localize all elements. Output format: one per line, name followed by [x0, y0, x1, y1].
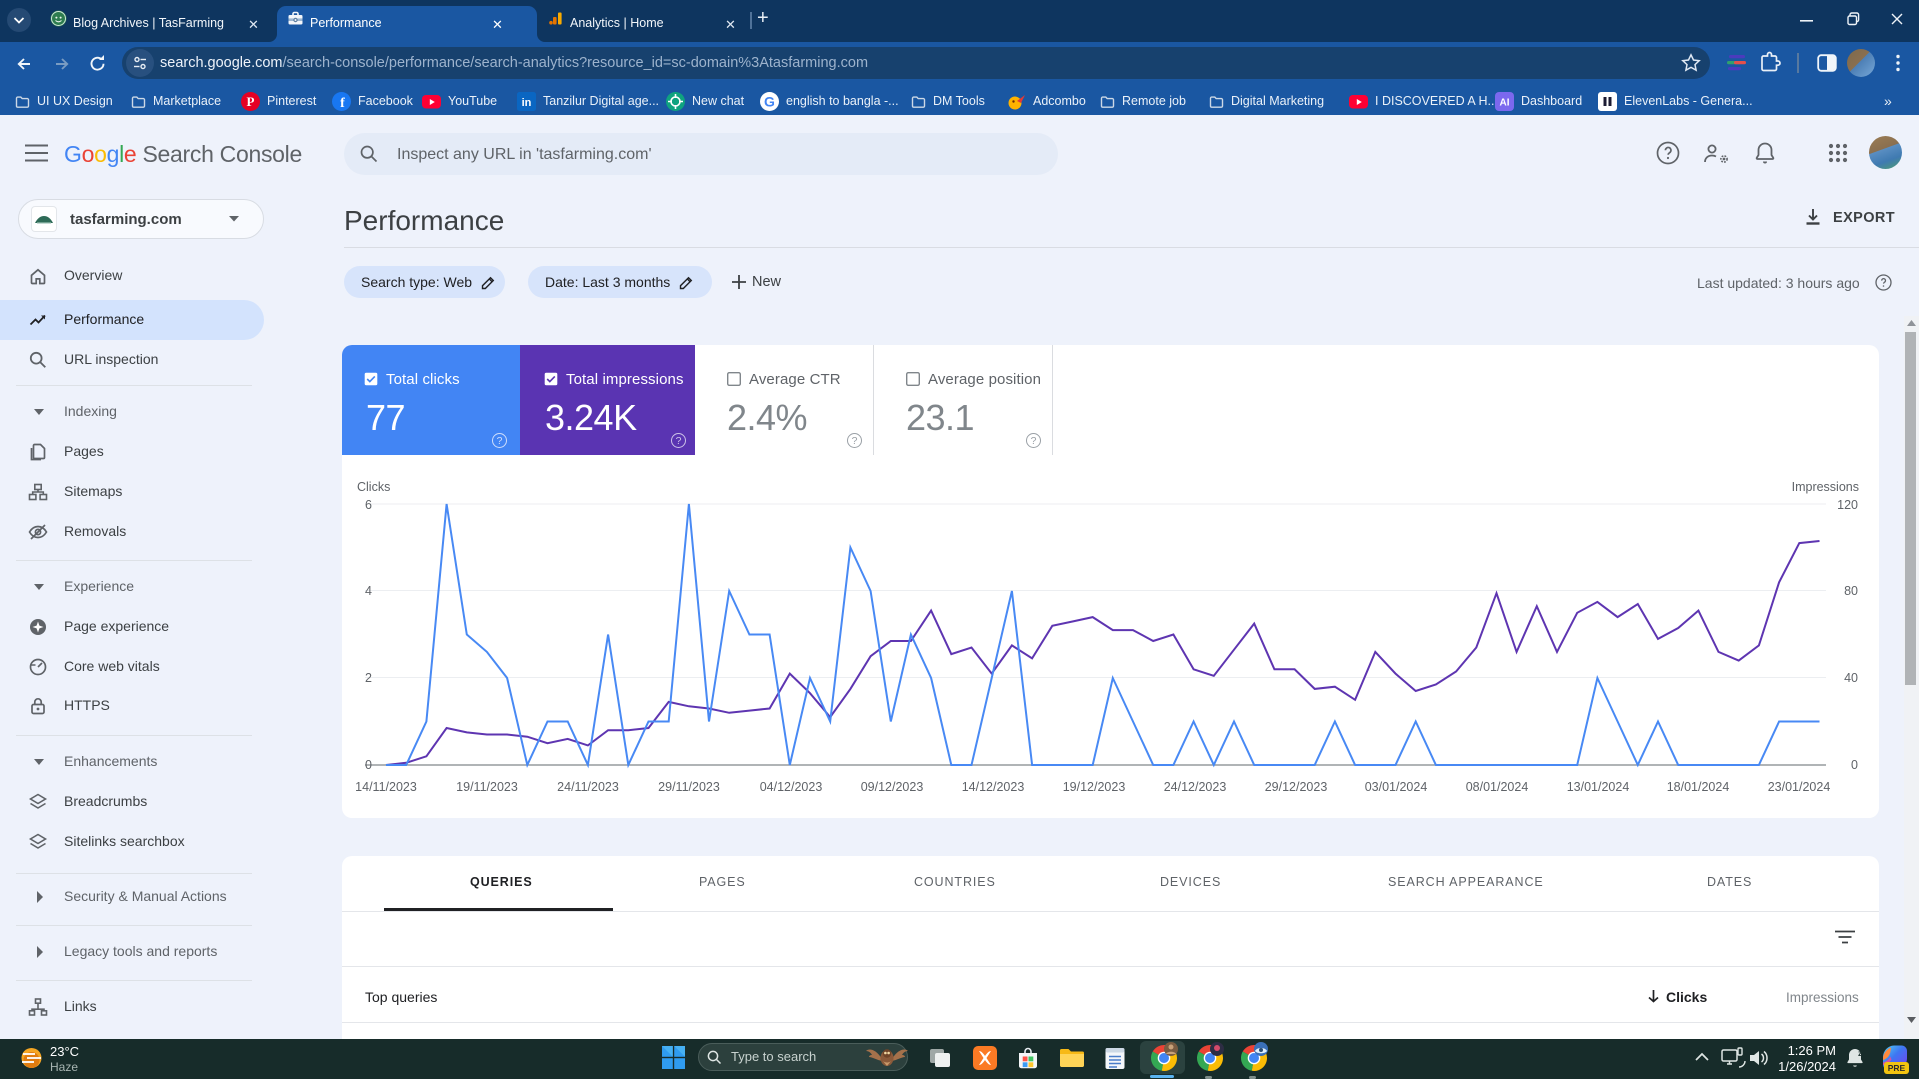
svg-text:120: 120: [1837, 498, 1858, 512]
svg-text:0: 0: [365, 758, 372, 772]
svg-text:G: G: [764, 93, 775, 109]
svg-text:Clicks: Clicks: [357, 480, 390, 494]
svg-text:13/01/2024: 13/01/2024: [1567, 780, 1630, 794]
svg-text:04/12/2023: 04/12/2023: [760, 780, 823, 794]
svg-text:6: 6: [365, 498, 372, 512]
svg-text:0: 0: [1851, 758, 1858, 772]
svg-text:14/11/2023: 14/11/2023: [355, 780, 417, 794]
svg-text:24/11/2023: 24/11/2023: [557, 780, 619, 794]
svg-text:24/12/2023: 24/12/2023: [1164, 780, 1227, 794]
svg-text:19/12/2023: 19/12/2023: [1063, 780, 1126, 794]
svg-text:18/01/2024: 18/01/2024: [1667, 780, 1730, 794]
svg-text:40: 40: [1844, 671, 1858, 685]
svg-text:z: z: [1858, 1049, 1862, 1058]
svg-text:f: f: [340, 96, 345, 111]
svg-text:29/12/2023: 29/12/2023: [1265, 780, 1328, 794]
svg-text:Impressions: Impressions: [1792, 480, 1859, 494]
svg-text:P: P: [247, 94, 255, 109]
svg-text:in: in: [522, 97, 532, 109]
svg-text:4: 4: [365, 584, 372, 598]
svg-text:14/12/2023: 14/12/2023: [962, 780, 1025, 794]
svg-text:80: 80: [1844, 584, 1858, 598]
svg-text:03/01/2024: 03/01/2024: [1365, 780, 1428, 794]
svg-text:23/01/2024: 23/01/2024: [1768, 780, 1831, 794]
svg-text:2: 2: [365, 671, 372, 685]
svg-text:08/01/2024: 08/01/2024: [1466, 780, 1529, 794]
svg-text:29/11/2023: 29/11/2023: [658, 780, 720, 794]
svg-text:09/12/2023: 09/12/2023: [861, 780, 924, 794]
svg-text:AI: AI: [1500, 97, 1510, 108]
svg-text:19/11/2023: 19/11/2023: [456, 780, 518, 794]
